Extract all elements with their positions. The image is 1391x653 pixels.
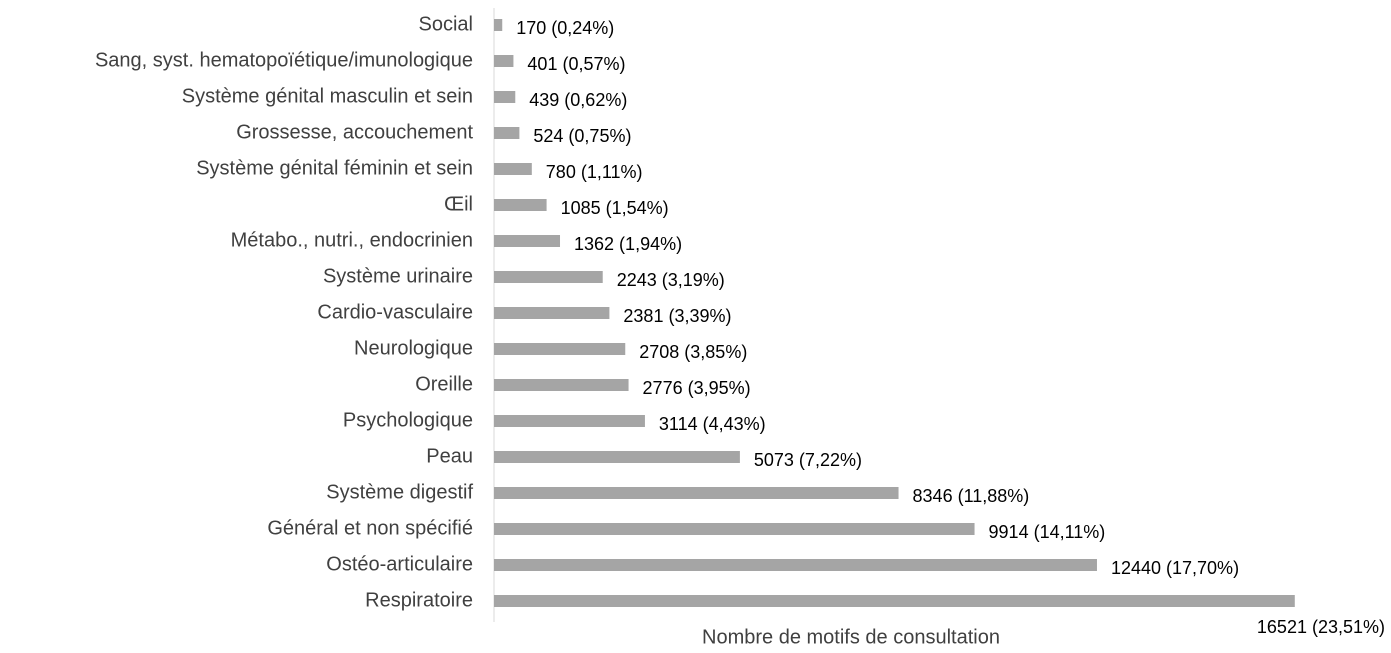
value-label: 524 (0,75%) xyxy=(533,126,631,146)
bar xyxy=(494,19,503,31)
value-label: 5073 (7,22%) xyxy=(754,450,862,470)
value-label: 439 (0,62%) xyxy=(529,90,627,110)
bar xyxy=(494,595,1295,607)
bar xyxy=(494,271,603,283)
value-label: 8346 (11,88%) xyxy=(913,486,1030,506)
y-tick-label: Ostéo-articulaire xyxy=(326,553,473,575)
value-label: 2708 (3,85%) xyxy=(639,342,747,362)
y-tick-label: Métabo., nutri., endocrinien xyxy=(231,229,473,251)
y-tick-label: Social xyxy=(419,13,473,35)
value-label: 1362 (1,94%) xyxy=(574,234,682,254)
bar xyxy=(494,163,532,175)
y-tick-label: Général et non spécifié xyxy=(267,517,473,539)
bar xyxy=(494,235,561,247)
y-tick-label: Neurologique xyxy=(354,337,473,359)
y-tick-label: Œil xyxy=(444,193,473,215)
y-tick-label: Respiratoire xyxy=(365,589,473,611)
y-tick-label: Système génital masculin et sein xyxy=(182,85,473,107)
value-label: 3114 (4,43%) xyxy=(659,414,766,434)
bar xyxy=(494,451,740,463)
y-tick-label: Sang, syst. hematopoïétique/imunologique xyxy=(95,49,473,71)
value-label: 401 (0,57%) xyxy=(527,54,625,74)
y-tick-label: Peau xyxy=(426,445,473,467)
value-label: 16521 (23,51%) xyxy=(1257,617,1385,637)
bar xyxy=(494,415,645,427)
value-label: 780 (1,11%) xyxy=(546,162,643,182)
value-label: 9914 (14,11%) xyxy=(989,522,1106,542)
y-tick-label: Psychologique xyxy=(343,409,473,431)
x-axis-title: Nombre de motifs de consultation xyxy=(702,626,1000,648)
value-label: 12440 (17,70%) xyxy=(1111,558,1239,578)
bar xyxy=(494,55,514,67)
value-label: 1085 (1,54%) xyxy=(561,198,669,218)
y-tick-label: Système urinaire xyxy=(323,265,473,287)
y-tick-label: Grossesse, accouchement xyxy=(236,121,473,143)
bar xyxy=(494,91,516,103)
value-label: 2776 (3,95%) xyxy=(643,378,751,398)
y-tick-label: Cardio-vasculaire xyxy=(317,301,473,323)
bar xyxy=(494,487,899,499)
y-tick-label: Système digestif xyxy=(326,481,473,503)
bar xyxy=(494,127,520,139)
bar xyxy=(494,379,629,391)
y-tick-label: Oreille xyxy=(415,373,473,395)
value-label: 2381 (3,39%) xyxy=(623,306,731,326)
bar xyxy=(494,307,610,319)
bar xyxy=(494,343,626,355)
y-tick-label: Système génital féminin et sein xyxy=(196,157,473,179)
bar xyxy=(494,523,975,535)
value-label: 2243 (3,19%) xyxy=(617,270,725,290)
bar xyxy=(494,559,1097,571)
bar xyxy=(494,199,547,211)
value-label: 170 (0,24%) xyxy=(516,18,614,38)
